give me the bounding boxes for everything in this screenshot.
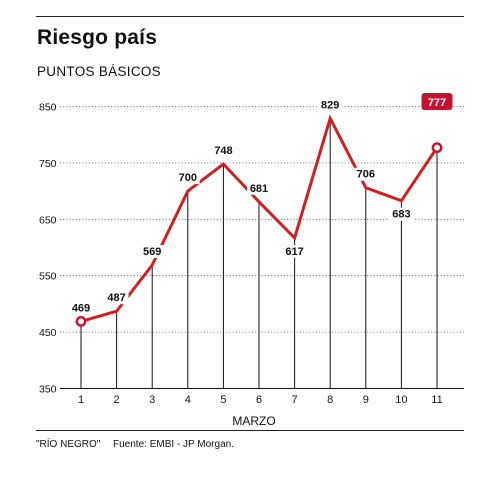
y-tick-label: 550 — [39, 271, 57, 283]
x-tick-label: 8 — [327, 394, 333, 406]
data-label-bg — [211, 144, 236, 158]
x-tick-label: 11 — [431, 394, 442, 406]
data-label-bg — [318, 98, 343, 112]
data-label-bg — [69, 301, 93, 315]
x-tick-label: 4 — [185, 394, 191, 406]
x-tick-label: 6 — [256, 394, 262, 406]
data-label-bg — [389, 207, 414, 221]
bottom-rule — [36, 430, 464, 431]
data-label-bg — [175, 171, 200, 185]
chart-subtitle: PUNTOS BÁSICOS — [37, 64, 161, 79]
data-label: 777 — [428, 97, 446, 109]
data-label-bg — [282, 244, 307, 258]
footer-source: Fuente: EMBI - JP Morgan. — [113, 439, 234, 450]
data-label: 706 — [357, 169, 375, 181]
y-tick-label: 750 — [39, 158, 57, 170]
data-label-bg — [104, 291, 129, 305]
data-label: 617 — [285, 246, 303, 258]
x-tick-label: 3 — [149, 394, 155, 406]
data-label: 683 — [392, 209, 410, 221]
top-rule — [36, 16, 464, 17]
data-label: 700 — [179, 172, 197, 184]
highlight-badge — [421, 93, 453, 110]
chart-title: Riesgo país — [37, 26, 158, 49]
footer-credit: "RÍO NEGRO" — [36, 439, 101, 450]
data-label: 487 — [107, 292, 125, 304]
data-point-marker — [431, 142, 443, 154]
x-tick-label: 7 — [292, 394, 298, 406]
x-tick-label: 2 — [114, 394, 120, 406]
y-tick-label: 850 — [39, 102, 57, 114]
x-tick-label: 1 — [78, 394, 84, 406]
series-line — [79, 114, 439, 323]
x-tick-label: 9 — [363, 394, 369, 406]
y-tick-label: 450 — [39, 327, 57, 339]
data-label: 748 — [214, 145, 232, 157]
x-axis-label: MARZO — [232, 414, 275, 428]
data-label-bg — [353, 167, 378, 181]
y-tick-label: 350 — [39, 384, 57, 396]
data-label-bg — [140, 244, 165, 258]
data-label: 569 — [143, 246, 161, 258]
x-tick-label: 5 — [220, 394, 226, 406]
data-label: 829 — [321, 99, 339, 111]
data-point-marker — [75, 315, 87, 327]
x-tick-label: 10 — [395, 394, 407, 406]
data-label-bg — [247, 181, 271, 195]
data-label: 681 — [250, 183, 268, 195]
data-label: 469 — [72, 302, 90, 314]
y-tick-label: 650 — [39, 214, 57, 226]
